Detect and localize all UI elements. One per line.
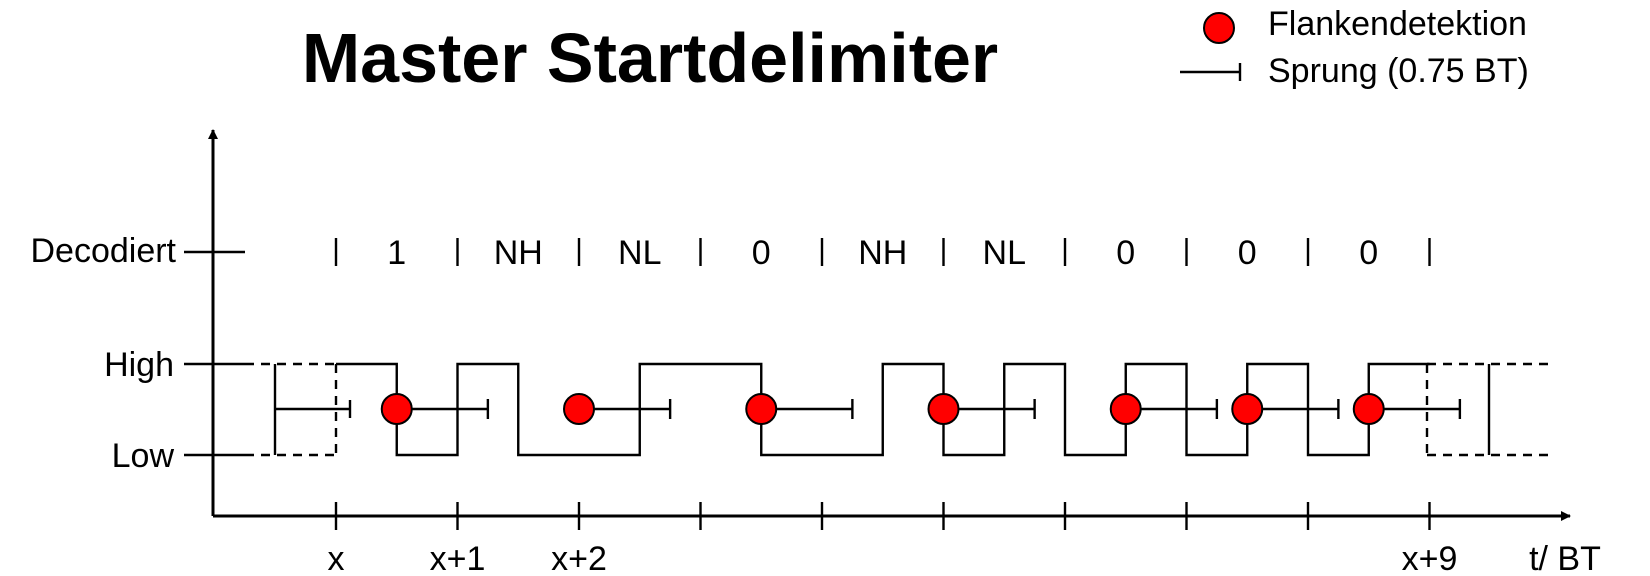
level-label-high: High: [104, 346, 174, 384]
edge-detection-marker-icon: [380, 393, 413, 425]
x-tick-label: x+2: [551, 540, 607, 576]
edge-detection-marker-icon: [1352, 393, 1385, 425]
decoded-symbol: 0: [752, 234, 771, 272]
outside-window-boundaries: [245, 362, 1550, 457]
x-axis-ticks: x x+1 x+2 x+9: [328, 502, 1458, 576]
x-tick-label: x: [328, 540, 345, 576]
edge-detections: [380, 393, 1385, 425]
decoded-symbol: NL: [983, 234, 1026, 272]
edge-detection-marker-icon: [1231, 393, 1264, 425]
decoded-symbol: 1: [387, 234, 406, 272]
edge-detection-marker-icon: [1109, 393, 1142, 425]
decoded-symbol: 0: [1238, 234, 1257, 272]
legend-edge-marker-icon: [1203, 12, 1235, 44]
decoded-row-label: Decodiert: [30, 232, 176, 270]
edge-detection-marker-icon: [745, 393, 778, 425]
decoded-symbol: NH: [858, 234, 907, 272]
decoded-symbol: NH: [494, 234, 543, 272]
legend-edge-label: Flankendetektion: [1268, 5, 1527, 43]
level-label-low: Low: [112, 437, 175, 475]
x-tick-label: x+9: [1402, 540, 1458, 576]
decoded-symbol: 0: [1359, 234, 1378, 272]
decoded-symbol: NL: [618, 234, 661, 272]
x-tick-label: x+1: [430, 540, 486, 576]
decoded-symbols: 1 NH NL 0 NH NL 0 0 0: [334, 234, 1431, 272]
diagram-title: Master Startdelimiter: [302, 19, 998, 97]
legend: Flankendetektion Sprung (0.75 BT): [1180, 5, 1529, 90]
legend-jump-label: Sprung (0.75 BT): [1268, 52, 1529, 90]
x-axis-label: t/ BT: [1529, 540, 1601, 576]
edge-detection-marker-icon: [563, 393, 595, 425]
decoded-symbol: 0: [1116, 234, 1135, 272]
edge-detection-marker-icon: [927, 393, 960, 425]
